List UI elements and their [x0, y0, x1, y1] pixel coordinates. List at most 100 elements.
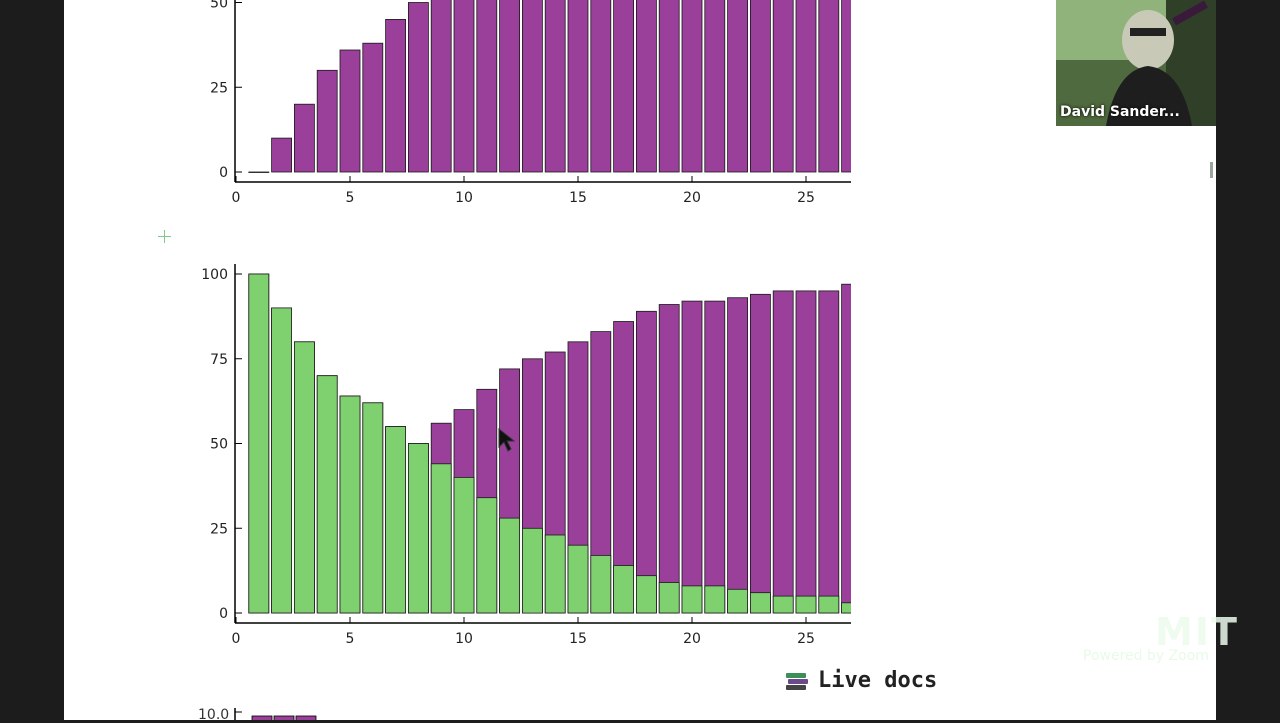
bar — [407, 443, 429, 614]
chart3-partial-bars — [234, 708, 317, 720]
bar — [818, 290, 840, 614]
bar — [567, 0, 589, 173]
bar — [772, 0, 794, 173]
bar — [795, 0, 817, 173]
bar — [521, 527, 543, 614]
bar — [294, 103, 315, 173]
bar — [544, 534, 566, 614]
y-tick-label: 50 — [210, 437, 228, 453]
bar — [271, 137, 292, 173]
scrollbar-thumb[interactable] — [1210, 162, 1213, 178]
bar — [476, 497, 498, 614]
y-tick-label: 100 — [201, 267, 228, 283]
bar — [635, 575, 657, 614]
bar — [385, 426, 407, 614]
x-tick-label: 25 — [797, 631, 815, 647]
bar — [385, 18, 407, 173]
bar — [590, 554, 612, 614]
y-tick-label: 50 — [210, 0, 228, 12]
bar — [521, 0, 543, 173]
bar — [590, 0, 612, 173]
bar — [818, 0, 840, 173]
bar — [476, 0, 498, 173]
bar — [339, 49, 361, 173]
x-tick-label: 20 — [683, 631, 701, 647]
books-icon — [786, 672, 808, 690]
bar — [407, 2, 429, 173]
x-tick-label: 0 — [232, 631, 241, 647]
zoom-watermark: MIT Powered by Zoom — [1083, 612, 1239, 664]
bar-group — [248, 273, 851, 614]
bar — [704, 300, 726, 614]
bar — [658, 0, 680, 173]
bar-group — [248, 0, 851, 173]
chart3-bar — [273, 715, 295, 720]
bar — [727, 297, 748, 614]
bar — [544, 0, 566, 173]
bar — [658, 582, 680, 614]
bar — [248, 273, 270, 614]
bar — [795, 290, 817, 614]
y-tick-label: 0 — [219, 606, 228, 622]
y-tick-label: 25 — [210, 521, 228, 537]
bar — [681, 300, 703, 614]
bar — [841, 283, 851, 614]
bar — [681, 585, 703, 614]
bar — [750, 293, 771, 614]
bar — [704, 585, 726, 614]
bar — [727, 0, 748, 173]
y-tick-label: 75 — [210, 352, 228, 368]
x-tick-label: 15 — [569, 190, 587, 206]
bar-chart-top-svg: 0 5 10 15 20 25 0 25 50 — [210, 0, 851, 206]
participant-name: David Sander... — [1060, 104, 1180, 120]
bar — [704, 0, 726, 173]
live-docs-button[interactable]: Live docs — [786, 668, 937, 693]
bar — [613, 0, 635, 173]
bar — [248, 171, 270, 173]
bar — [658, 304, 680, 614]
bar — [567, 544, 589, 614]
bar-chart-bottom-svg: 0 5 10 15 20 25 0 25 50 75 100 — [201, 264, 851, 647]
y-tick-label: 25 — [210, 80, 228, 96]
bar — [772, 290, 794, 614]
bar — [430, 463, 452, 614]
bar — [453, 476, 475, 614]
x-tick-label: 25 — [797, 190, 815, 206]
participant-video-tile[interactable]: David Sander... — [1056, 0, 1216, 126]
bar — [316, 375, 338, 614]
bar — [339, 395, 361, 614]
bar — [841, 602, 851, 614]
mit-logo: MIT — [1155, 610, 1239, 654]
x-tick-label: 5 — [346, 190, 355, 206]
bar — [727, 588, 748, 614]
live-docs-label: Live docs — [818, 668, 938, 693]
x-tick-label: 10 — [455, 190, 473, 206]
bar — [453, 0, 475, 173]
bar — [362, 402, 384, 614]
powered-by-text: Powered by Zoom — [1083, 648, 1209, 664]
bar — [430, 0, 452, 173]
bar — [271, 307, 292, 614]
bar — [681, 0, 703, 173]
bar — [750, 592, 771, 614]
bar — [795, 595, 817, 614]
bar — [499, 517, 521, 614]
chart3-y-tick: 10.0 — [198, 707, 230, 723]
bar — [750, 0, 771, 173]
bar — [635, 0, 657, 173]
chart3-bar — [295, 715, 317, 720]
x-tick-label: 20 — [683, 190, 701, 206]
chart3-bar — [251, 715, 273, 720]
participant-video-image — [1056, 0, 1216, 126]
x-tick-label: 10 — [455, 631, 473, 647]
x-tick-label: 5 — [346, 631, 355, 647]
bar — [818, 595, 840, 614]
bar — [316, 69, 338, 173]
bar — [772, 595, 794, 614]
bar — [613, 565, 635, 614]
x-tick-label: 15 — [569, 631, 587, 647]
bar — [499, 0, 521, 173]
crosshair-cursor — [158, 230, 171, 243]
bar — [362, 42, 384, 173]
bar-chart-top: 0 5 10 15 20 25 0 25 50 — [196, 0, 856, 210]
